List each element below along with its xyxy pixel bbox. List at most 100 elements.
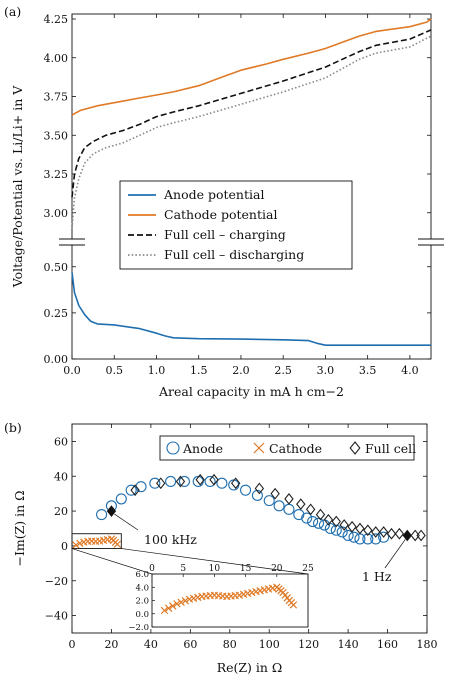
panel-b-label: (b) [4, 420, 22, 435]
legend-box [119, 180, 353, 270]
legend: Anode Cathode Full cell [159, 435, 416, 461]
legend-swatch [166, 441, 180, 455]
inset-x-tick-label: 10 [209, 564, 221, 574]
data-point [386, 527, 397, 540]
legend-entry: Full cell – discharging [164, 247, 304, 262]
x-tick-label: 2.0 [232, 364, 250, 377]
data-point [130, 484, 140, 497]
x-tick-label: 60 [183, 638, 197, 651]
y-tick-label: −40 [45, 610, 68, 623]
data-point [347, 520, 357, 533]
x-tick-label: 1.0 [148, 364, 166, 377]
data-point [293, 509, 305, 521]
data-point [113, 540, 122, 548]
inset-y-tick-label: 0.0 [135, 610, 149, 620]
inset-x-tick-label: 15 [240, 564, 252, 574]
data-point [363, 524, 373, 537]
x-tick-label: 0 [69, 638, 76, 651]
y-tick-label: 3.75 [44, 91, 69, 104]
axis-break-gap-right [421, 239, 441, 245]
data-point [362, 533, 374, 545]
annotation-100khz: 100 kHz [144, 532, 197, 547]
y-tick-label: 20 [54, 505, 68, 518]
x-tick-label: 160 [377, 638, 398, 651]
x-tick-label: 4.0 [401, 364, 419, 377]
data-point [216, 477, 228, 489]
inset-x-tick-label: 20 [271, 564, 283, 574]
x-axis-label: Re(Z) in Ω [217, 660, 283, 675]
data-point [165, 475, 177, 488]
data-point [283, 503, 295, 515]
series-line-3 [71, 35, 432, 229]
data-point [240, 484, 252, 496]
data-point [175, 475, 186, 488]
legend-entry: Full cell – charging [164, 227, 286, 242]
x-axis-label: Areal capacity in mA h cm−2 [158, 384, 344, 399]
legend: Anode potential Cathode potential Full cel… [119, 180, 353, 270]
x-tick-label: 20 [104, 638, 118, 651]
y-tick-label: −20 [45, 575, 68, 588]
y-tick-label: 40 [54, 470, 68, 483]
data-point [331, 515, 341, 528]
data-point [270, 487, 280, 500]
annotation-leader [114, 513, 139, 531]
legend-entry: Cathode potential [164, 207, 277, 222]
plot-frame [71, 13, 432, 360]
inset-data-point [169, 602, 177, 610]
inset-data-point [160, 606, 169, 615]
plot-frame [71, 423, 428, 634]
inset-data-point [164, 604, 173, 612]
inset-y-tick-label: 2.0 [135, 597, 149, 607]
data-point [254, 482, 265, 495]
data-point [263, 495, 275, 507]
x-tick-label: 1.5 [190, 364, 208, 377]
x-tick-label: 180 [417, 638, 438, 651]
inset-data-point [173, 600, 181, 608]
y-axis-label: −Im(Z) in Ω [12, 490, 27, 566]
series-1 [72, 535, 122, 549]
data-point [416, 529, 426, 542]
inset-y-tick-label: 4.0 [135, 583, 149, 593]
series-line-2 [71, 29, 432, 198]
zoom-box [71, 533, 122, 549]
zoom-connector [121, 548, 309, 575]
x-tick-label: 3.0 [317, 364, 335, 377]
x-tick-label: 120 [298, 638, 319, 651]
y-tick-label: 4.00 [44, 52, 69, 65]
inset-data-point [181, 596, 190, 605]
highlight-point [403, 530, 412, 541]
data-point [410, 529, 420, 542]
x-tick-label: 80 [223, 638, 237, 651]
data-point [315, 508, 326, 521]
y-tick-label: 3.50 [44, 129, 69, 142]
y-tick-label: 0.50 [44, 261, 69, 274]
data-point [378, 526, 389, 538]
data-point [209, 473, 219, 486]
y-tick-label: 0 [61, 540, 68, 553]
y-tick-label: 0.25 [44, 307, 69, 320]
zoom-connector [71, 548, 153, 575]
data-point [354, 533, 366, 545]
x-tick-label: 2.5 [274, 364, 292, 377]
data-point [342, 529, 354, 542]
legend-entry: Anode potential [163, 187, 264, 202]
data-point [115, 493, 127, 505]
highlight-point [107, 506, 116, 517]
data-point [378, 531, 390, 543]
y-axis-label: Voltage/Potential vs. Li/Li+ in V [10, 85, 25, 289]
y-tick-label: 3.25 [44, 168, 69, 181]
annotation-1hz: 1 Hz [362, 569, 392, 584]
x-tick-label: 100 [259, 638, 280, 651]
x-tick-label: 3.5 [359, 364, 377, 377]
legend-swatch [253, 442, 265, 454]
data-point [296, 498, 306, 510]
impedance-nyquist-chart: 0 20 40 60 80 100 120 140 160 180−40−200204060Re(… [12, 423, 438, 675]
data-point [204, 475, 216, 488]
data-point [135, 481, 147, 493]
data-point [149, 477, 161, 489]
voltage-profile-chart: 0.0 0.5 1.0 1.5 2.0 2.5 3.0 3.5 4.0 3.00 3.25 3.50 3… [10, 13, 444, 399]
data-point [305, 503, 316, 516]
data-point [312, 517, 325, 529]
data-point [284, 493, 294, 505]
y-tick-label: 0.00 [44, 353, 69, 366]
